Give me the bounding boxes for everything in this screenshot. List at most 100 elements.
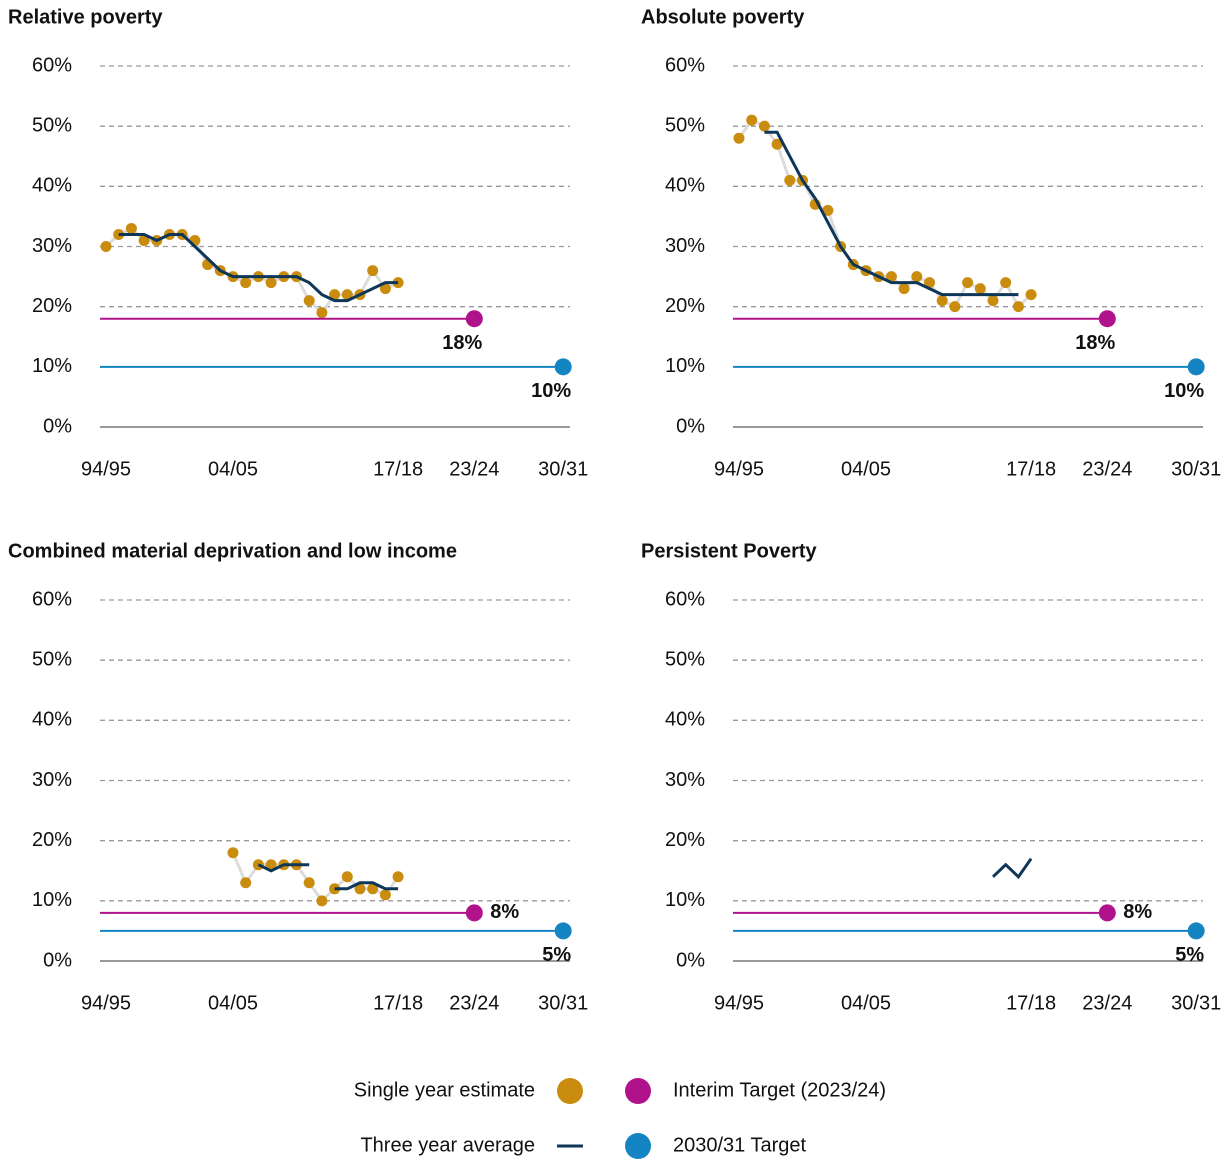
y-tick-label: 0% (676, 415, 705, 437)
dot-connector (104, 226, 399, 315)
y-tick-label: 50% (32, 648, 72, 670)
target-dot (1187, 358, 1205, 376)
legend-label: Three year average (360, 1134, 535, 1156)
legend-label: Interim Target (2023/24) (673, 1079, 886, 1101)
x-tick-label: 23/24 (449, 458, 499, 480)
y-tick-label: 0% (43, 415, 72, 437)
x-tick-label: 94/95 (81, 458, 131, 480)
x-tick-label: 04/05 (841, 992, 891, 1014)
line (257, 863, 399, 891)
target-dot (465, 904, 483, 922)
x-tick-label: 30/31 (538, 992, 588, 1014)
y-tick-label: 0% (43, 949, 72, 971)
y-tick-label: 20% (32, 295, 72, 317)
y-tick-label: 40% (665, 709, 705, 731)
value-label: 8% (1123, 901, 1152, 923)
dot (1025, 289, 1037, 301)
dot (822, 204, 834, 216)
x-tick-label: 23/24 (1082, 458, 1132, 480)
value-label: 10% (1164, 380, 1204, 402)
x-tick-label: 23/24 (449, 992, 499, 1014)
dot (733, 132, 745, 144)
y-tick-label: 20% (665, 295, 705, 317)
dot (125, 222, 137, 234)
chart-title: Absolute poverty (641, 6, 805, 28)
value-label: 5% (542, 944, 571, 966)
y-tick-label: 60% (32, 54, 72, 76)
dot (341, 871, 353, 883)
dot (138, 234, 150, 246)
dot (949, 301, 961, 313)
dot (758, 120, 770, 132)
y-tick-label: 20% (665, 829, 705, 851)
y-tick-label: 50% (665, 114, 705, 136)
dot (784, 174, 796, 186)
dot (962, 277, 974, 289)
target-dot (465, 310, 483, 328)
chart-title: Persistent Poverty (641, 540, 818, 562)
y-tick-label: 30% (32, 769, 72, 791)
dot (265, 859, 277, 871)
x-tick-label: 94/95 (714, 458, 764, 480)
target-dot (1187, 922, 1205, 940)
dot (1012, 301, 1024, 313)
dot (924, 277, 935, 289)
legend-swatch (625, 1133, 651, 1159)
dot (265, 277, 277, 289)
x-tick-label: 17/18 (373, 458, 423, 480)
dot (316, 307, 328, 319)
dot (746, 114, 758, 126)
y-tick-label: 20% (32, 829, 72, 851)
x-tick-label: 94/95 (81, 992, 131, 1014)
y-tick-label: 10% (32, 889, 72, 911)
y-tick-label: 40% (665, 175, 705, 197)
value-label: 8% (490, 901, 519, 923)
x-tick-label: 30/31 (1171, 992, 1221, 1014)
target-dot (554, 922, 572, 940)
dot (379, 283, 391, 295)
dot (379, 889, 391, 901)
target-dot (1098, 310, 1116, 328)
dot (329, 289, 341, 301)
y-tick-label: 60% (665, 588, 705, 610)
x-tick-label: 17/18 (1006, 992, 1056, 1014)
dot (354, 883, 366, 895)
y-tick-label: 30% (665, 235, 705, 257)
x-tick-label: 94/95 (714, 992, 764, 1014)
y-tick-label: 30% (665, 769, 705, 791)
value-label: 18% (1075, 332, 1115, 354)
y-tick-label: 60% (32, 588, 72, 610)
y-tick-label: 40% (32, 175, 72, 197)
dot (240, 877, 252, 889)
chart-title: Combined material deprivation and low in… (8, 540, 457, 562)
value-label: 10% (531, 380, 571, 402)
y-tick-label: 40% (32, 709, 72, 731)
x-tick-label: 04/05 (841, 458, 891, 480)
legend-label: Single year estimate (354, 1079, 535, 1101)
line (764, 130, 1019, 297)
dot (987, 295, 999, 307)
dot (898, 283, 910, 295)
y-tick-label: 10% (665, 889, 705, 911)
x-tick-label: 30/31 (538, 458, 588, 480)
y-tick-label: 30% (32, 235, 72, 257)
dot (303, 295, 315, 307)
legend-label: 2030/31 Target (673, 1134, 807, 1156)
dot (227, 847, 239, 859)
dot (936, 295, 948, 307)
dot (771, 138, 783, 150)
y-tick-label: 50% (32, 114, 72, 136)
x-tick-label: 17/18 (373, 992, 423, 1014)
dot (911, 271, 923, 283)
y-tick-label: 0% (676, 949, 705, 971)
value-label: 5% (1175, 944, 1204, 966)
y-tick-label: 60% (665, 54, 705, 76)
target-dot (1098, 904, 1116, 922)
x-tick-label: 23/24 (1082, 992, 1132, 1014)
line (991, 857, 1033, 880)
dot (100, 241, 112, 252)
dot (1000, 277, 1012, 289)
x-tick-label: 30/31 (1171, 458, 1221, 480)
x-tick-label: 04/05 (208, 992, 258, 1014)
